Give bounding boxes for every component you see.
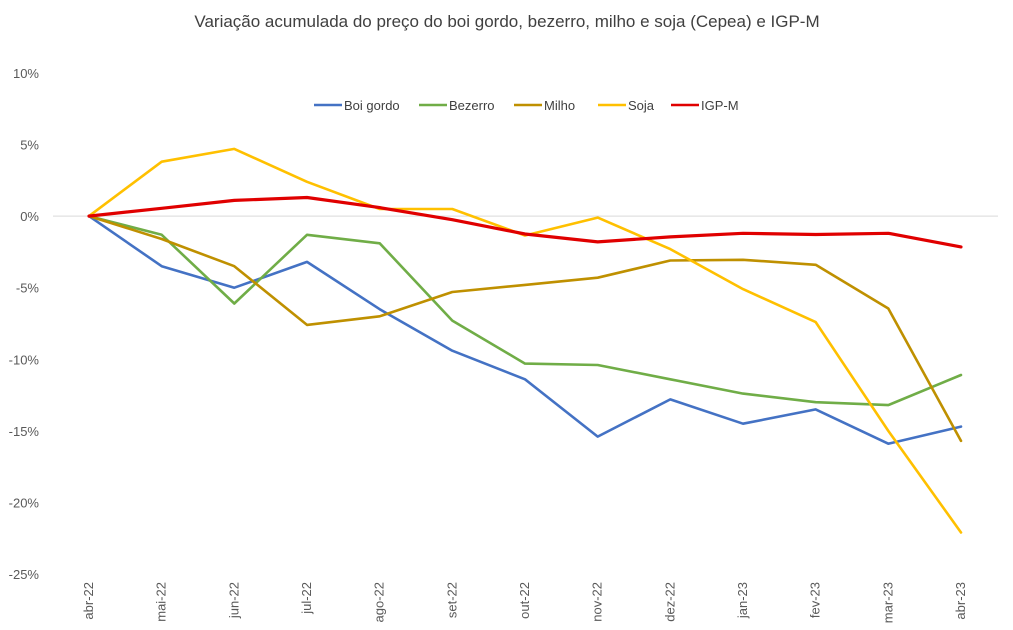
x-tick-label: set-22 [444, 582, 459, 618]
legend-item: IGP-M [671, 98, 739, 113]
legend-label: IGP-M [701, 98, 739, 113]
x-tick-label: dez-22 [662, 582, 677, 622]
legend-label: Soja [628, 98, 655, 113]
series-line-boi-gordo [87, 214, 963, 446]
y-tick-label: -25% [9, 567, 40, 582]
legend: Boi gordo Bezerro Milho Soja IGP-M [314, 98, 739, 113]
series-line-bezerro [87, 214, 963, 407]
x-tick-label: mar-23 [880, 582, 895, 623]
series-line-igp-m [87, 195, 963, 249]
x-tick-label: mai-22 [154, 582, 169, 622]
series-lines [87, 147, 963, 534]
y-tick-label: 10% [13, 66, 39, 81]
y-tick-label: -15% [9, 424, 40, 439]
chart-title: Variação acumulada do preço do boi gordo… [194, 12, 819, 31]
series-line-milho [87, 214, 963, 443]
series-line-soja [87, 147, 963, 534]
legend-label: Boi gordo [344, 98, 400, 113]
x-tick-label: out-22 [517, 582, 532, 619]
y-tick-label: 5% [20, 138, 39, 153]
y-axis: 10% 5% 0% -5% -10% -15% -20% -25% [9, 66, 40, 582]
y-tick-label: 0% [20, 209, 39, 224]
x-axis: abr-22 mai-22 jun-22 jul-22 ago-22 set-22 out-… [81, 582, 968, 623]
x-tick-label: abr-22 [81, 582, 96, 620]
y-tick-label: -5% [16, 281, 40, 296]
y-tick-label: -20% [9, 495, 40, 510]
y-tick-label: -10% [9, 352, 40, 367]
legend-item: Bezerro [419, 98, 495, 113]
x-tick-label: ago-22 [372, 582, 387, 622]
x-tick-label: jul-22 [299, 582, 314, 615]
x-tick-label: jun-22 [226, 582, 241, 619]
legend-item: Soja [598, 98, 655, 113]
x-tick-label: nov-22 [590, 582, 605, 622]
x-tick-label: abr-23 [953, 582, 968, 620]
legend-label: Bezerro [449, 98, 495, 113]
legend-item: Boi gordo [314, 98, 400, 113]
legend-label: Milho [544, 98, 575, 113]
legend-item: Milho [514, 98, 575, 113]
x-tick-label: fev-23 [808, 582, 823, 618]
x-tick-label: jan-23 [735, 582, 750, 619]
